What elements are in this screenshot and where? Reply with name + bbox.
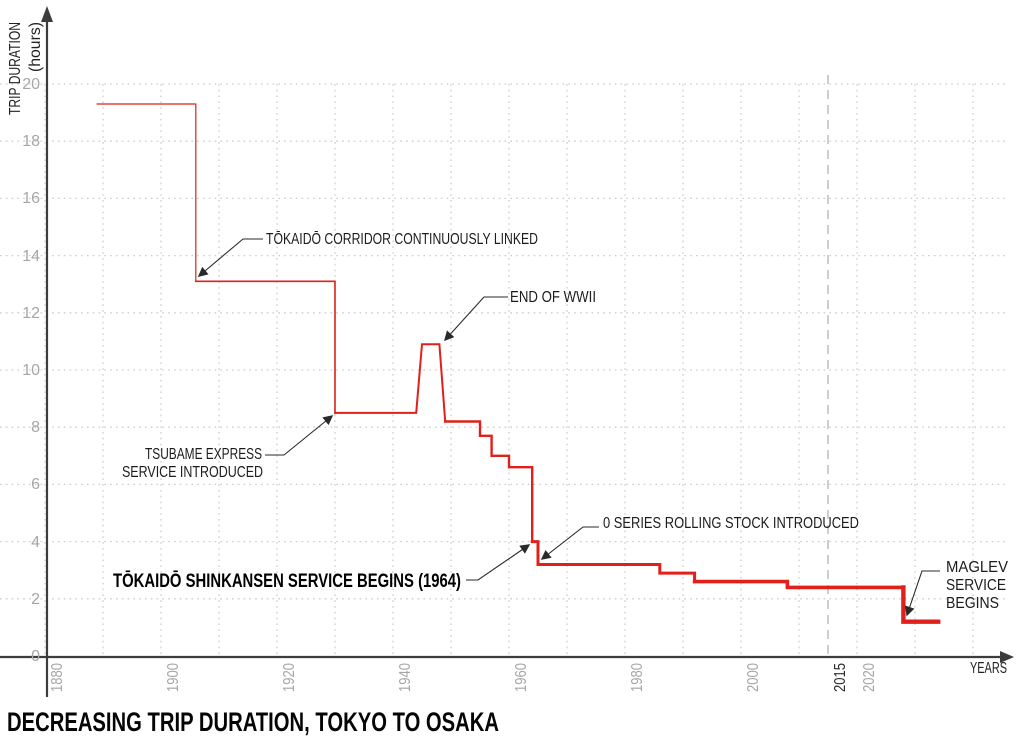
y-tick-label-2: 2 bbox=[31, 591, 40, 608]
tsubame-annotation-arrow bbox=[265, 415, 334, 456]
x-tick-label-1920: 1920 bbox=[281, 663, 298, 692]
y-tick-label-4: 4 bbox=[31, 534, 40, 551]
wwii-annotation-arrow bbox=[444, 296, 508, 342]
x-tick-label-2000: 2000 bbox=[745, 663, 762, 692]
corridor-annotation-label: TŌKAIDŌ CORRIDOR CONTINUOUSLY LINKED bbox=[266, 230, 538, 248]
x-tick-label-2015: 2015 bbox=[832, 663, 849, 692]
y-tick-label-20: 20 bbox=[22, 76, 40, 93]
gridline-group bbox=[0, 83, 1006, 656]
annotation-leaders bbox=[197, 238, 940, 617]
tsubame-annotation-label-line1: TSUBAME EXPRESS bbox=[145, 446, 262, 463]
x-tick-label-1980: 1980 bbox=[629, 663, 646, 692]
x-tick-label-2020: 2020 bbox=[861, 663, 878, 692]
series-segment bbox=[444, 420, 534, 543]
series-segment bbox=[530, 540, 697, 584]
x-tick-label-1880: 1880 bbox=[49, 663, 66, 692]
y-tick-label-8: 8 bbox=[31, 419, 40, 436]
shinkansen-annotation-arrow bbox=[466, 544, 531, 581]
series0-annotation-label: 0 SERIES ROLLING STOCK INTRODUCED bbox=[603, 515, 859, 532]
series-segment bbox=[901, 585, 941, 624]
corridor-annotation-arrow bbox=[197, 238, 263, 277]
trip-duration-series bbox=[96, 103, 941, 624]
series-segment bbox=[96, 103, 197, 282]
x-tick-label-1900: 1900 bbox=[165, 663, 182, 692]
y-tick-label-14: 14 bbox=[22, 248, 40, 265]
shinkansen-annotation-label: TŌKAIDŌ SHINKANSEN SERVICE BEGINS (1964) bbox=[113, 571, 461, 592]
y-axis-arrow-icon bbox=[41, 6, 53, 22]
y-tick-label-6: 6 bbox=[31, 476, 40, 493]
x-tick-label-1960: 1960 bbox=[513, 663, 530, 692]
tsubame-annotation-label-line2: SERVICE INTRODUCED bbox=[122, 464, 263, 481]
wwii-annotation-label: END OF WWII bbox=[510, 289, 596, 306]
y-tick-label-18: 18 bbox=[22, 133, 40, 150]
series0-annotation-arrow bbox=[540, 526, 599, 560]
x-axis-title: YEARS bbox=[970, 660, 1007, 677]
series-segment bbox=[195, 280, 336, 414]
y-tick-label-12: 12 bbox=[22, 305, 40, 322]
page-title: DECREASING TRIP DURATION, TOKYO TO OSAKA bbox=[7, 707, 499, 737]
y-tick-labels: 0 2 4 6 8 10 12 14 16 18 20 bbox=[22, 76, 40, 665]
maglev-annotation-label-line2: SERVICE bbox=[946, 577, 1006, 594]
series-segment bbox=[692, 579, 906, 590]
series-segment bbox=[334, 343, 447, 423]
x-tick-labels: 1880 1900 1920 1940 1960 1980 2000 2015 … bbox=[49, 663, 878, 692]
y-tick-label-10: 10 bbox=[22, 362, 40, 379]
y-axis-units: (hours) bbox=[27, 22, 44, 72]
axes-group bbox=[0, 6, 1014, 697]
maglev-annotation-label-line1: MAGLEV bbox=[946, 559, 1008, 576]
maglev-annotation-label-line3: BEGINS bbox=[946, 595, 999, 612]
maglev-annotation-arrow bbox=[905, 570, 940, 617]
y-tick-label-16: 16 bbox=[22, 190, 40, 207]
y-tick-label-0: 0 bbox=[31, 648, 40, 665]
y-axis-title: TRIP DURATION bbox=[7, 22, 24, 115]
x-axis-arrow-icon bbox=[1000, 651, 1014, 663]
x-tick-label-1940: 1940 bbox=[397, 663, 414, 692]
